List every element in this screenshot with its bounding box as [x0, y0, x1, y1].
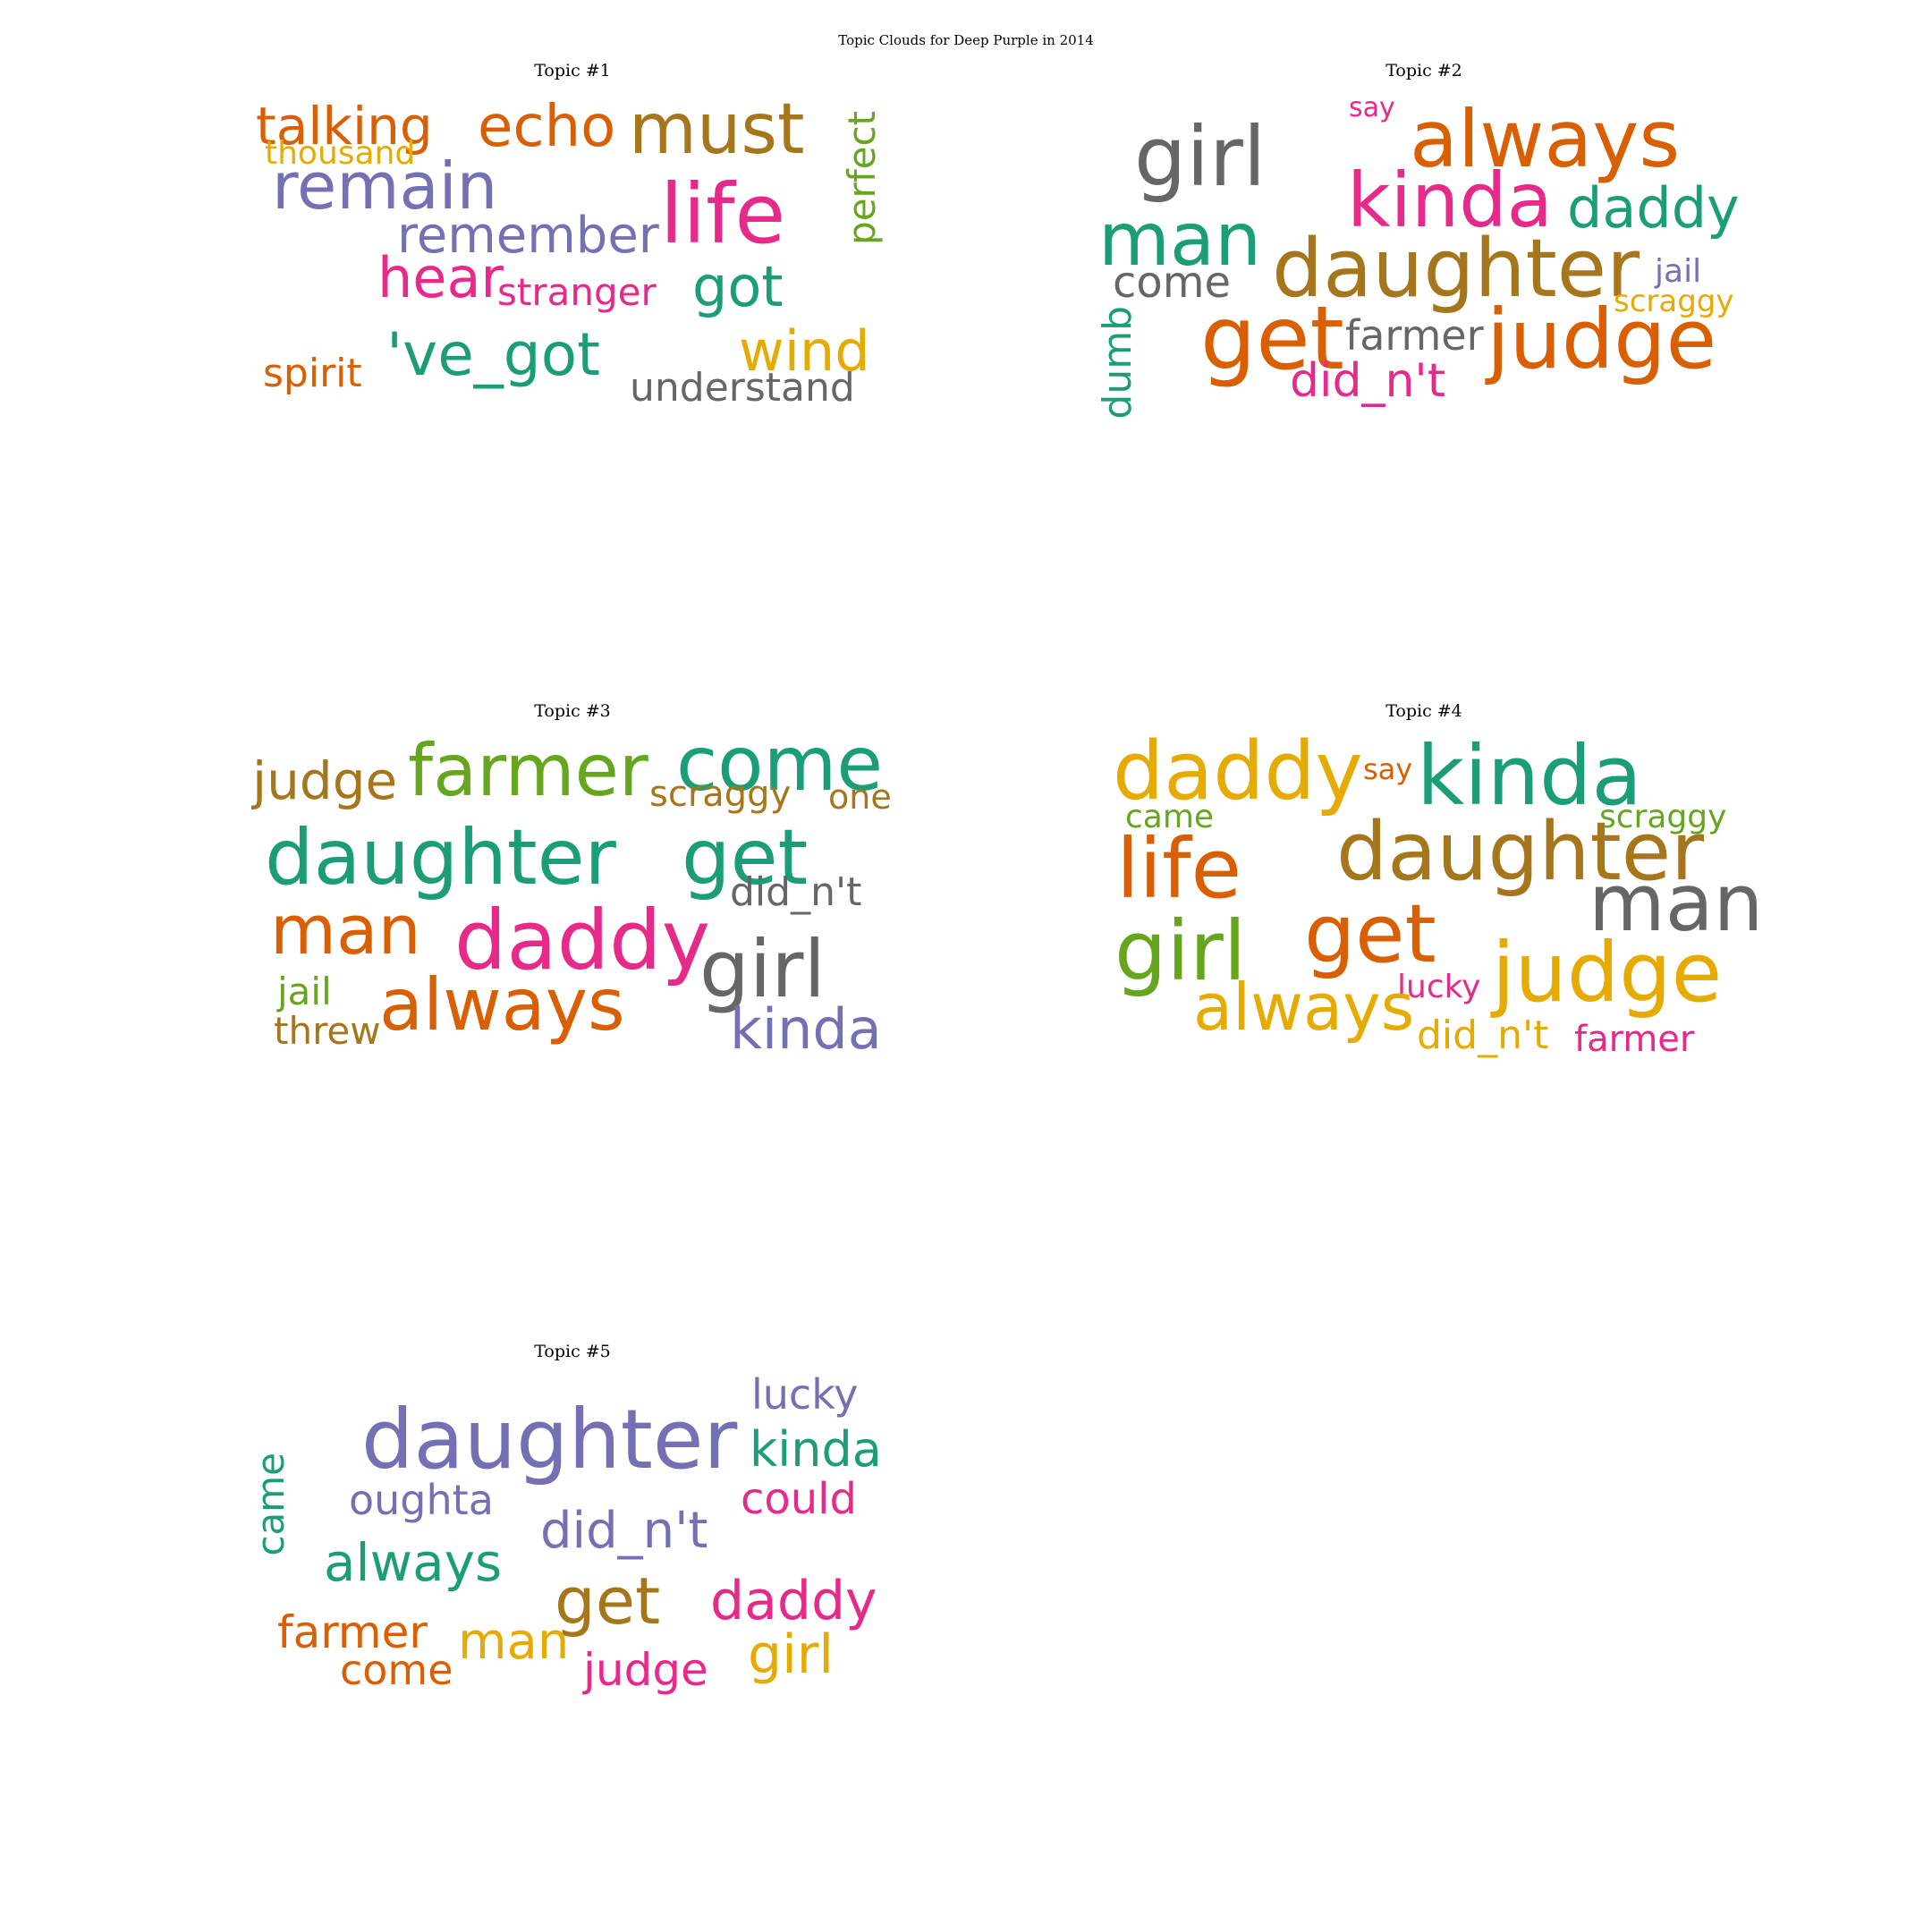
cloud-word: daughter — [1336, 805, 1705, 899]
cloud-word: come — [340, 1646, 453, 1694]
word-cloud: judge farmer come scraggy one daughter get did_… — [250, 726, 894, 1062]
topic-title: Topic #1 — [534, 61, 611, 80]
cloud-word: lucky — [1397, 969, 1481, 1005]
cloud-word: come — [676, 720, 884, 808]
cloud-word: kinda — [750, 1421, 882, 1478]
cloud-word: farmer — [1345, 311, 1484, 360]
cloud-word: talking — [256, 96, 433, 157]
cloud-word: daddy — [1567, 175, 1740, 241]
cloud-word: stranger — [497, 270, 657, 314]
cloud-word: got — [692, 254, 784, 319]
topic-title: Topic #5 — [534, 1342, 611, 1361]
cloud-word: remember — [397, 207, 659, 265]
cloud-word: girl — [1114, 903, 1247, 999]
cloud-word: daughter — [1272, 222, 1640, 316]
cloud-word: lucky — [751, 1370, 859, 1419]
cloud-word: came — [249, 1453, 292, 1556]
cloud-word: daughter — [265, 813, 616, 902]
cloud-word: kinda — [1347, 157, 1554, 244]
cloud-word: jail — [1655, 253, 1702, 290]
cloud-word: say — [1349, 92, 1395, 123]
cloud-word: man — [1589, 857, 1764, 949]
topic-panel-3: Topic #3 judge farmer come scraggy one daught… — [250, 701, 894, 1075]
cloud-word: wind — [739, 318, 870, 384]
cloud-word: man — [458, 1613, 570, 1671]
topic-panel-5: Topic #5 lucky daughter kinda came oughta cou… — [249, 1342, 894, 1716]
cloud-word: scraggy — [1599, 799, 1727, 835]
topic-title: Topic #2 — [1385, 61, 1462, 80]
cloud-word: scraggy — [649, 774, 792, 815]
cloud-word: dumb — [1095, 306, 1140, 419]
cloud-word: thousand — [265, 135, 416, 172]
word-cloud: talking echo must thousand remain life perfect… — [250, 95, 894, 417]
cloud-word: always — [1193, 970, 1415, 1045]
cloud-word: kinda — [730, 996, 882, 1062]
cloud-word: judge — [1487, 292, 1717, 387]
cloud-word: daddy — [454, 893, 711, 988]
cloud-word: get — [555, 1563, 661, 1639]
cloud-word: echo — [478, 94, 616, 160]
cloud-word: judge — [583, 1644, 708, 1696]
cloud-word: must — [629, 89, 805, 170]
cloud-word: daughter — [361, 1392, 738, 1487]
cloud-word: say — [1363, 752, 1413, 786]
cloud-word: get — [682, 813, 809, 902]
cloud-word: oughta — [349, 1476, 494, 1524]
cloud-word: life — [660, 166, 786, 262]
cloud-word: life — [1116, 821, 1242, 917]
cloud-word: did_n't — [1290, 354, 1446, 408]
cloud-word: girl — [699, 923, 826, 1015]
cloud-word: girl — [748, 1623, 835, 1686]
cloud-word: jail — [277, 970, 332, 1013]
cloud-word: get — [1200, 288, 1344, 390]
cloud-word: remain — [272, 148, 498, 224]
cloud-word: came — [1125, 799, 1215, 835]
cloud-word: get — [1304, 887, 1436, 981]
cloud-word: did_n't — [1417, 1013, 1549, 1058]
cloud-word: come — [1113, 258, 1232, 308]
cloud-word: understand — [630, 365, 855, 411]
cloud-word: could — [741, 1474, 857, 1524]
cloud-word: farmer — [408, 729, 648, 812]
cloud-word: always — [1410, 93, 1681, 185]
cloud-word: threw — [274, 1009, 381, 1053]
word-cloud: girl say always kinda daddy man daughter come ja… — [1095, 92, 1746, 419]
topic-panel-4: Topic #4 daddy say kinda came scraggy life dau… — [1102, 701, 1763, 1075]
topic-title: Topic #4 — [1385, 701, 1462, 721]
cloud-word: kinda — [1417, 728, 1642, 824]
cloud-word: did_n't — [540, 1502, 708, 1560]
cloud-word: hear — [377, 245, 504, 310]
cloud-word: man — [1098, 198, 1262, 283]
topic-panel-2: Topic #2 girl say always kinda daddy man daugh… — [1095, 61, 1746, 435]
word-cloud: lucky daughter kinda came oughta could did_n't… — [249, 1370, 894, 1698]
topic-title: Topic #3 — [534, 701, 611, 721]
cloud-word: always — [379, 963, 625, 1046]
cloud-word: daddy — [710, 1570, 877, 1632]
cloud-word: perfect — [840, 111, 884, 245]
cloud-word: daddy — [1113, 724, 1363, 818]
cloud-word: always — [324, 1532, 503, 1593]
figure-title: Topic Clouds for Deep Purple in 2014 — [838, 32, 1094, 48]
cloud-word: did_n't — [730, 869, 862, 915]
cloud-word: one — [828, 777, 892, 817]
cloud-word: 've_got — [386, 320, 600, 389]
cloud-word: farmer — [277, 1606, 428, 1658]
cloud-word: scraggy — [1614, 284, 1734, 319]
cloud-word: farmer — [1574, 1019, 1695, 1060]
cloud-word: judge — [1492, 925, 1723, 1021]
cloud-word: man — [270, 890, 421, 970]
cloud-word: girl — [1134, 109, 1267, 205]
topic-panel-1: Topic #1 talking echo must thousand remain li… — [250, 61, 894, 435]
cloud-word: judge — [252, 750, 398, 811]
word-cloud: daddy say kinda came scraggy life daughter man g… — [1102, 724, 1763, 1060]
cloud-word: spirit — [263, 351, 362, 396]
